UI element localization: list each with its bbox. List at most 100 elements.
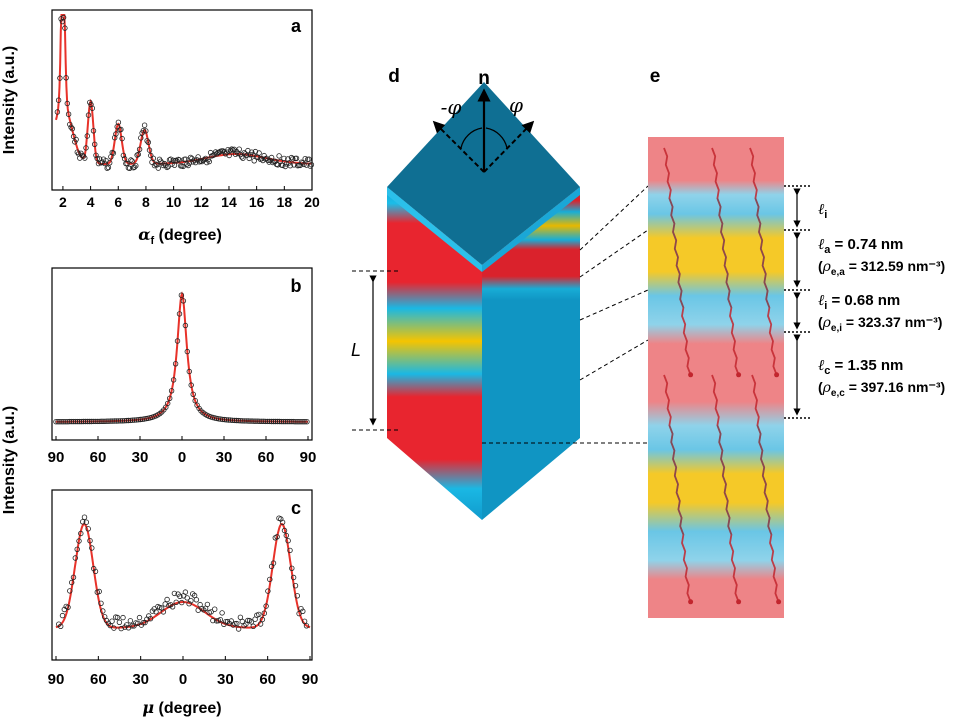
data-marker — [81, 514, 88, 520]
data-marker — [172, 361, 179, 367]
data-marker — [196, 159, 203, 165]
data-marker — [131, 164, 138, 170]
panel-a-x-ticks: 2 4 6 8 10 12 14 16 18 20 — [59, 186, 320, 210]
data-marker — [72, 555, 78, 561]
data-marker — [135, 417, 141, 423]
data-marker — [57, 75, 63, 81]
data-marker — [174, 338, 181, 344]
period-label: L — [351, 340, 361, 360]
data-marker — [290, 418, 296, 425]
data-marker — [226, 152, 232, 159]
panel-d-letter: d — [388, 66, 400, 87]
data-marker — [211, 606, 218, 612]
data-marker — [261, 418, 267, 424]
panel-a-ylabel: Intensity (a.u.) — [1, 46, 18, 154]
data-marker — [140, 127, 146, 134]
data-marker — [110, 418, 116, 424]
data-marker — [80, 418, 87, 425]
x-tick-label: 90 — [300, 449, 317, 466]
data-marker — [248, 149, 255, 155]
data-marker — [285, 538, 291, 544]
data-marker — [277, 158, 283, 165]
data-marker — [83, 145, 89, 151]
panel-b-letter: b — [291, 276, 302, 296]
data-marker — [238, 154, 245, 160]
data-marker — [170, 377, 177, 383]
data-marker — [176, 311, 183, 317]
x-tick-label: 10 — [166, 194, 182, 210]
data-marker — [283, 532, 289, 539]
data-marker — [167, 156, 174, 162]
data-marker — [219, 610, 225, 616]
data-marker — [286, 160, 292, 166]
data-marker — [68, 124, 74, 130]
data-marker — [89, 105, 95, 111]
tilt-right-arrow — [483, 120, 535, 173]
data-marker — [266, 159, 272, 165]
data-marker — [55, 97, 62, 103]
data-marker — [287, 162, 293, 169]
data-marker — [123, 417, 130, 424]
data-marker — [166, 157, 173, 163]
data-marker — [256, 611, 262, 618]
data-marker — [139, 416, 145, 422]
data-marker — [54, 109, 61, 115]
panel-c-fit-curve — [55, 522, 311, 629]
data-marker — [112, 418, 118, 424]
x-tick-label: 20 — [304, 194, 320, 210]
data-marker — [288, 154, 295, 161]
data-marker — [136, 614, 143, 621]
chain-end — [774, 372, 780, 378]
data-marker — [270, 418, 277, 425]
data-marker — [106, 418, 112, 424]
data-marker — [213, 618, 220, 624]
data-marker — [166, 395, 173, 401]
data-marker — [141, 122, 148, 128]
data-marker — [241, 418, 247, 424]
data-marker — [180, 298, 187, 304]
data-marker — [288, 418, 294, 425]
data-marker — [274, 418, 281, 425]
data-marker — [91, 141, 98, 147]
data-marker — [85, 112, 92, 118]
data-marker — [290, 156, 296, 162]
x-tick-label: 60 — [90, 671, 107, 688]
data-marker — [245, 617, 251, 624]
data-marker — [133, 162, 139, 169]
data-marker — [281, 155, 287, 162]
data-marker — [110, 150, 117, 156]
data-marker — [92, 418, 98, 425]
data-marker — [251, 158, 257, 164]
data-marker — [98, 418, 104, 424]
data-marker — [162, 601, 168, 607]
data-marker — [292, 419, 298, 425]
data-marker — [251, 418, 257, 424]
data-marker — [213, 415, 220, 422]
data-marker — [134, 152, 140, 158]
data-marker — [217, 416, 224, 422]
data-marker — [186, 368, 192, 375]
data-marker — [289, 565, 295, 571]
data-marker — [144, 138, 150, 144]
panel-c-data-markers — [56, 514, 310, 632]
data-marker — [223, 417, 230, 423]
data-marker — [217, 617, 223, 623]
panel-a: a 2 4 6 8 10 12 14 16 18 20 Intensity (a.u.) αf (… — [1, 9, 320, 247]
data-marker — [231, 417, 238, 424]
data-marker — [286, 418, 292, 425]
data-marker — [267, 576, 273, 583]
data-marker — [90, 128, 97, 134]
data-marker — [221, 416, 228, 423]
data-marker — [182, 589, 189, 595]
annotation-ell-i: ℓi — [818, 200, 827, 221]
annotation-ell-i-value: ℓi = 0.68 nm — [818, 291, 900, 312]
data-marker — [276, 153, 282, 159]
data-marker — [143, 128, 149, 134]
data-marker — [294, 593, 300, 599]
data-marker — [293, 155, 300, 161]
x-tick-label: 90 — [48, 671, 65, 688]
panel-c-x-ticks: 90 60 30 0 30 60 90 — [48, 656, 318, 688]
chain-end — [776, 599, 782, 605]
data-marker — [127, 618, 134, 624]
tilt-left-arrow — [432, 120, 485, 173]
